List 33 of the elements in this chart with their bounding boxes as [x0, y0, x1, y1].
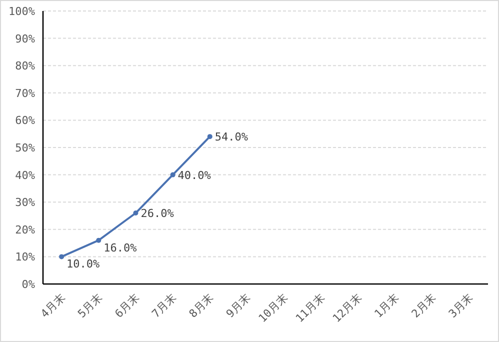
x-tick-label: 10月末 [256, 290, 290, 326]
y-tick-label: 90% [15, 32, 36, 46]
x-tick-label: 12月末 [330, 290, 364, 326]
x-tick-label: 4月末 [38, 290, 68, 320]
y-tick-label: 70% [15, 86, 36, 100]
y-tick-label: 10% [15, 250, 36, 264]
x-tick-label: 5月末 [75, 290, 105, 320]
y-tick-label: 60% [15, 114, 36, 128]
y-tick-label: 40% [15, 168, 36, 182]
x-tick-label: 9月末 [224, 290, 254, 320]
point [207, 134, 212, 140]
y-tick-label: 0% [22, 278, 36, 291]
x-tick-label: 1月末 [372, 290, 402, 320]
point [96, 238, 102, 243]
data-label: 16.0% [104, 241, 138, 254]
y-tick-label: 30% [15, 196, 36, 210]
x-tick-label: 7月末 [149, 290, 179, 320]
data-label: 54.0% [214, 130, 248, 144]
x-tick-label: 11月末 [293, 290, 328, 326]
y-tick-label: 80% [15, 60, 36, 73]
x-tick-label: 8月末 [186, 290, 216, 320]
x-tick-label: 2月末 [409, 290, 438, 320]
data-label: 40.0% [178, 168, 212, 182]
data-label: 10.0% [66, 258, 100, 271]
y-tick-label: 100% [8, 5, 36, 18]
y-tick-label: 50% [15, 142, 36, 154]
point [170, 172, 176, 178]
point [59, 254, 64, 260]
x-tick-label: 6月末 [112, 290, 142, 320]
x-tick-label: 3月末 [446, 290, 476, 320]
y-tick-label: 20% [15, 223, 36, 236]
point [133, 210, 138, 216]
data-label: 26.0% [140, 207, 174, 220]
